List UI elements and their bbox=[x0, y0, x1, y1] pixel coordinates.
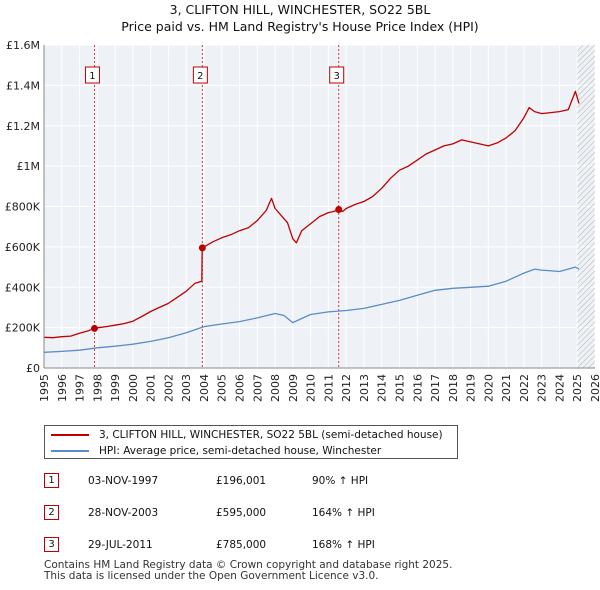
legend-swatch-hpi bbox=[51, 450, 89, 452]
x-tick-label: 2020 bbox=[482, 374, 495, 402]
legend: 3, CLIFTON HILL, WINCHESTER, SO22 5BL (s… bbox=[44, 425, 458, 459]
y-tick-label: £400K bbox=[5, 281, 41, 294]
projection-area bbox=[577, 45, 595, 368]
x-tick-label: 2013 bbox=[358, 374, 371, 402]
legend-item-property: 3, CLIFTON HILL, WINCHESTER, SO22 5BL (s… bbox=[51, 427, 443, 443]
legend-item-hpi: HPI: Average price, semi-detached house,… bbox=[51, 443, 381, 459]
hpi-line bbox=[43, 266, 580, 353]
sale-row: 1 03-NOV-1997 £196,001 90% ↑ HPI bbox=[44, 472, 464, 492]
x-tick-label: 2006 bbox=[234, 374, 247, 402]
legend-swatch-property bbox=[51, 434, 89, 436]
sale-date: 28-NOV-2003 bbox=[88, 507, 159, 519]
sale-marker-box bbox=[329, 66, 345, 84]
sale-hpi-change: 164% ↑ HPI bbox=[312, 507, 375, 519]
sale-point bbox=[335, 206, 343, 214]
x-tick-label: 2008 bbox=[269, 374, 282, 402]
x-tick-label: 2024 bbox=[553, 374, 566, 402]
x-tick-label: 2014 bbox=[376, 374, 389, 402]
property-price-line bbox=[43, 90, 580, 339]
footer-copyright: Contains HM Land Registry data © Crown c… bbox=[44, 559, 453, 571]
y-tick-label: £1M bbox=[17, 160, 41, 173]
sale-hpi-change: 168% ↑ HPI bbox=[312, 539, 375, 551]
y-tick-label: £600K bbox=[5, 241, 41, 254]
footer: Contains HM Land Registry data © Crown c… bbox=[44, 560, 452, 582]
x-tick-label: 2021 bbox=[500, 374, 513, 402]
x-tick-label: 2009 bbox=[287, 374, 300, 402]
x-tick-label: 2003 bbox=[180, 374, 193, 402]
x-tick-label: 2022 bbox=[518, 374, 531, 402]
sale-marker-label: 3 bbox=[334, 71, 340, 82]
x-tick-label: 1997 bbox=[74, 374, 87, 402]
x-tick-label: 2012 bbox=[340, 374, 353, 402]
x-tick-label: 2007 bbox=[251, 374, 264, 402]
x-tick-label: 2019 bbox=[465, 374, 478, 402]
x-tick-label: 2001 bbox=[145, 374, 158, 402]
sale-marker-badge: 2 bbox=[44, 505, 59, 520]
x-tick-label: 2004 bbox=[198, 374, 211, 402]
x-tick-label: 2000 bbox=[127, 374, 140, 402]
y-tick-label: £1.6M bbox=[6, 39, 40, 52]
y-tick-label: £200K bbox=[5, 322, 41, 335]
y-tick-label: £800K bbox=[5, 201, 41, 214]
x-tick-label: 2017 bbox=[429, 374, 442, 402]
x-tick-label: 2010 bbox=[305, 374, 318, 402]
x-tick-label: 2005 bbox=[216, 374, 229, 402]
x-tick-label: 2018 bbox=[447, 374, 460, 402]
sale-date: 03-NOV-1997 bbox=[88, 475, 159, 487]
y-tick-label: £0 bbox=[26, 362, 40, 375]
x-tick-label: 2002 bbox=[162, 374, 175, 402]
sale-marker-badge: 3 bbox=[44, 537, 59, 552]
sale-hpi-change: 90% ↑ HPI bbox=[312, 475, 369, 487]
x-tick-label: 1996 bbox=[56, 374, 69, 402]
legend-label-hpi: HPI: Average price, semi-detached house,… bbox=[99, 445, 382, 457]
x-tick-label: 1998 bbox=[91, 374, 104, 402]
legend-label-property: 3, CLIFTON HILL, WINCHESTER, SO22 5BL (s… bbox=[99, 429, 443, 441]
sale-marker-box bbox=[192, 66, 208, 84]
sale-row: 3 29-JUL-2011 £785,000 168% ↑ HPI bbox=[44, 536, 464, 556]
sale-price: £785,000 bbox=[216, 539, 267, 551]
x-tick-label: 2023 bbox=[536, 374, 549, 402]
price-chart: £0 £200K £400K £600K £800K £1M £1.2M £1.4M £1.6M… bbox=[5, 39, 600, 402]
x-tick-label: 2016 bbox=[411, 374, 424, 402]
y-tick-label: £1.4M bbox=[6, 79, 40, 92]
y-tick-label: £1.2M bbox=[6, 120, 40, 133]
sale-price: £595,000 bbox=[216, 507, 267, 519]
sale-date: 29-JUL-2011 bbox=[88, 539, 153, 551]
sale-marker-label: 1 bbox=[89, 71, 95, 82]
x-tick-label: 2025 bbox=[571, 374, 584, 402]
footer-licence: This data is licensed under the Open Gov… bbox=[44, 570, 379, 582]
sale-point bbox=[198, 244, 206, 252]
sale-point bbox=[90, 324, 98, 332]
sale-marker-label: 2 bbox=[197, 71, 203, 82]
sale-price: £196,001 bbox=[216, 475, 267, 487]
sale-marker-box bbox=[84, 66, 100, 84]
x-tick-label: 1995 bbox=[38, 374, 51, 402]
chart-title-line2: Price paid vs. HM Land Registry's House … bbox=[121, 19, 479, 34]
chart-title-line1: 3, CLIFTON HILL, WINCHESTER, SO22 5BL bbox=[169, 2, 431, 17]
x-tick-label: 2026 bbox=[589, 374, 600, 402]
sale-marker-badge: 1 bbox=[44, 473, 59, 488]
x-tick-label: 2015 bbox=[393, 374, 406, 402]
x-tick-label: 1999 bbox=[109, 374, 122, 402]
x-tick-label: 2011 bbox=[322, 374, 335, 402]
sale-row: 2 28-NOV-2003 £595,000 164% ↑ HPI bbox=[44, 504, 464, 524]
